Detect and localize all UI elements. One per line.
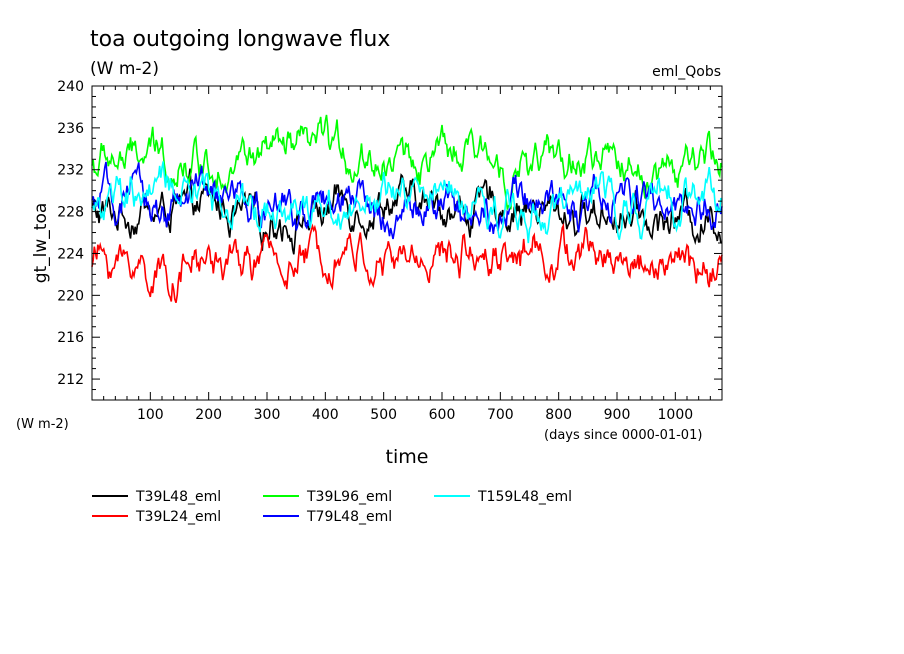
y-axis: 212 216 220 224 228 232 236 240 — [57, 79, 722, 391]
series-line-t39l24-eml — [91, 222, 723, 304]
y-tick-label: 232 — [57, 163, 84, 179]
y-tick-label: 236 — [57, 121, 84, 137]
y-tick-label: 216 — [57, 330, 84, 346]
x-axis: 100 200 300 400 500 600 700 800 900 1000 — [103, 86, 711, 423]
y-tick-label: 220 — [57, 288, 84, 304]
y-axis-label: gt_lw_toa — [31, 203, 51, 284]
series-layer — [91, 114, 723, 304]
plot-frame — [91, 85, 723, 401]
x-tick-label: 200 — [195, 407, 222, 423]
x-tick-label: 900 — [604, 407, 631, 423]
chart-subtitle: (W m-2) — [90, 59, 159, 79]
x-axis-units: (days since 0000-01-01) — [544, 428, 702, 443]
x-tick-label: 800 — [545, 407, 572, 423]
y-tick-label: 212 — [57, 372, 84, 388]
legend-label: T39L96_eml — [306, 489, 392, 505]
x-tick-label: 700 — [487, 407, 514, 423]
experiment-label: eml_Qobs — [652, 64, 721, 80]
x-tick-label: 400 — [312, 407, 339, 423]
x-tick-label: 1000 — [658, 407, 694, 423]
legend: T39L48_eml T39L24_eml T39L96_eml T79L48_eml… — [92, 489, 572, 525]
series-line-t159l48-eml — [91, 161, 723, 244]
legend-label: T39L24_eml — [135, 509, 221, 525]
x-axis-label: time — [386, 446, 429, 468]
series-line-t39l96-eml — [91, 114, 723, 212]
y-axis-units: (W m-2) — [16, 417, 69, 432]
chart-title: toa outgoing longwave flux — [90, 27, 390, 52]
legend-label: T159L48_eml — [477, 489, 572, 505]
x-tick-label: 500 — [370, 407, 397, 423]
x-tick-label: 300 — [254, 407, 281, 423]
legend-label: T79L48_eml — [306, 509, 392, 525]
x-tick-label: 100 — [137, 407, 164, 423]
x-tick-label: 600 — [429, 407, 456, 423]
y-tick-label: 228 — [57, 205, 84, 221]
legend-label: T39L48_eml — [135, 489, 221, 505]
y-tick-label: 224 — [57, 246, 84, 262]
y-tick-label: 240 — [57, 79, 84, 95]
